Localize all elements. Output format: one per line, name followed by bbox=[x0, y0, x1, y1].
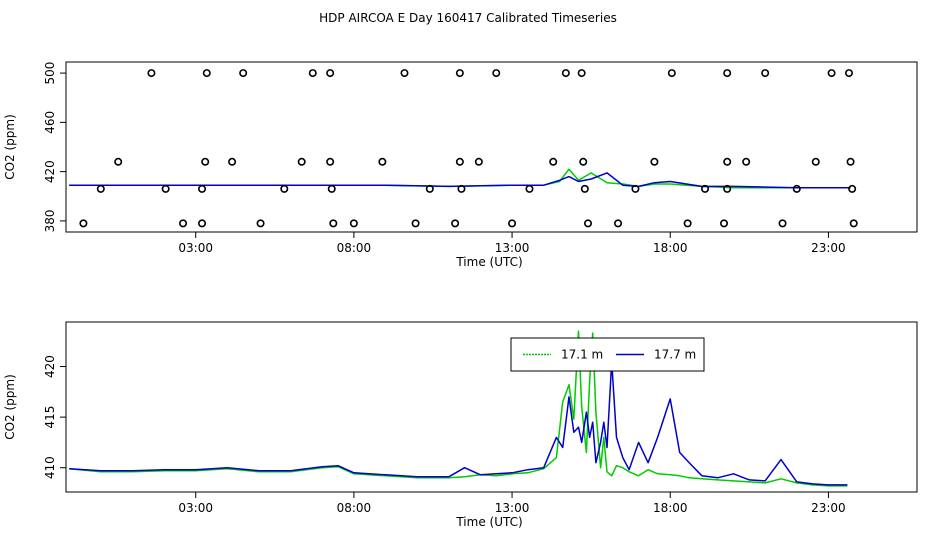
x-tick-label: 08:00 bbox=[337, 501, 372, 515]
legend-box bbox=[510, 337, 705, 372]
scatter-point bbox=[723, 69, 732, 78]
figure-title: HDP AIRCOA E Day 160417 Calibrated Times… bbox=[319, 11, 617, 25]
scatter-point bbox=[508, 219, 517, 228]
scatter-point bbox=[202, 69, 211, 78]
y-tick-label: 410 bbox=[43, 456, 57, 479]
scatter-point bbox=[846, 157, 855, 166]
x-tick-label: 13:00 bbox=[495, 501, 530, 515]
scatter-point bbox=[114, 157, 123, 166]
scatter-point bbox=[844, 69, 853, 78]
scatter-point bbox=[198, 184, 207, 193]
scatter-point bbox=[701, 184, 710, 193]
scatter-point bbox=[778, 219, 787, 228]
x-axis-label: Time (UTC) bbox=[455, 255, 522, 269]
x-axis-label: Time (UTC) bbox=[455, 515, 522, 529]
scatter-point bbox=[742, 157, 751, 166]
scatter-point bbox=[525, 184, 534, 193]
scatter-point bbox=[378, 157, 387, 166]
scatter-point bbox=[849, 219, 858, 228]
scatter-point bbox=[811, 157, 820, 166]
scatter-point bbox=[667, 69, 676, 78]
scatter-point bbox=[308, 69, 317, 78]
scatter-point bbox=[280, 184, 289, 193]
scatter-point bbox=[455, 157, 464, 166]
scatter-point bbox=[583, 219, 592, 228]
scatter-point bbox=[723, 157, 732, 166]
x-tick-label: 18:00 bbox=[653, 501, 688, 515]
y-axis-label: CO2 (ppm) bbox=[3, 114, 17, 180]
scatter-point bbox=[614, 219, 623, 228]
y-tick-label: 420 bbox=[43, 355, 57, 378]
scatter-point bbox=[198, 219, 207, 228]
scatter-point bbox=[580, 184, 589, 193]
legend: 17.1 m 17.7 m bbox=[510, 337, 705, 372]
scatter-point bbox=[400, 69, 409, 78]
series-line-17-7-m bbox=[69, 360, 848, 486]
x-tick-label: 03:00 bbox=[178, 501, 213, 515]
scatter-point bbox=[549, 157, 558, 166]
scatter-point bbox=[631, 184, 640, 193]
scatter-point bbox=[720, 219, 729, 228]
x-tick-label: 23:00 bbox=[811, 501, 846, 515]
scatter-point bbox=[425, 184, 434, 193]
scatter-point bbox=[683, 219, 692, 228]
top-panel-scatter: 03:00 08:00 13:00 18:00 23:00 380 420 460 500 Tim… bbox=[3, 61, 918, 269]
scatter-point bbox=[455, 69, 464, 78]
scatter-point bbox=[848, 184, 857, 193]
scatter-point bbox=[161, 184, 170, 193]
scatter-point bbox=[457, 184, 466, 193]
y-tick-label: 500 bbox=[43, 62, 57, 85]
scatter-point bbox=[349, 219, 358, 228]
scatter-point bbox=[577, 69, 586, 78]
legend-label: 17.1 m bbox=[561, 348, 603, 362]
x-tick-label: 08:00 bbox=[337, 241, 372, 255]
series-line-17-1-m bbox=[69, 330, 848, 487]
scatter-point bbox=[792, 184, 801, 193]
legend-label: 17.7 m bbox=[654, 348, 696, 362]
scatter-point bbox=[326, 157, 335, 166]
scatter-point bbox=[297, 157, 306, 166]
scatter-point bbox=[327, 184, 336, 193]
scatter-point bbox=[579, 157, 588, 166]
series-line-17-7-m bbox=[69, 172, 851, 189]
scatter-point bbox=[228, 157, 237, 166]
scatter-point bbox=[492, 69, 501, 78]
y-axis-label: CO2 (ppm) bbox=[3, 374, 17, 440]
scatter-point bbox=[827, 69, 836, 78]
x-tick-label: 03:00 bbox=[178, 241, 213, 255]
scatter-point bbox=[451, 219, 460, 228]
scatter-point bbox=[650, 157, 659, 166]
scatter-point bbox=[474, 157, 483, 166]
bottom-panel-timeseries: 03:00 08:00 13:00 18:00 23:00 410 415 420 Time (… bbox=[3, 321, 918, 529]
scatter-point bbox=[561, 69, 570, 78]
y-tick-label: 420 bbox=[43, 160, 57, 183]
scatter-point bbox=[411, 219, 420, 228]
scatter-point bbox=[239, 69, 248, 78]
plot-frame bbox=[65, 61, 918, 233]
scatter-point bbox=[723, 184, 732, 193]
plot-frame bbox=[65, 321, 918, 493]
scatter-point bbox=[329, 219, 338, 228]
scatter-point bbox=[147, 69, 156, 78]
x-tick-label: 13:00 bbox=[495, 241, 530, 255]
scatter-point bbox=[256, 219, 265, 228]
scatter-point bbox=[96, 184, 105, 193]
scatter-point bbox=[201, 157, 210, 166]
scatter-point bbox=[79, 219, 88, 228]
scatter-point bbox=[326, 69, 335, 78]
y-tick-label: 460 bbox=[43, 111, 57, 134]
scatter-point bbox=[179, 219, 188, 228]
scatter-point bbox=[761, 69, 770, 78]
x-tick-label: 18:00 bbox=[653, 241, 688, 255]
y-tick-label: 415 bbox=[43, 406, 57, 429]
x-tick-label: 23:00 bbox=[811, 241, 846, 255]
y-tick-label: 380 bbox=[43, 209, 57, 232]
